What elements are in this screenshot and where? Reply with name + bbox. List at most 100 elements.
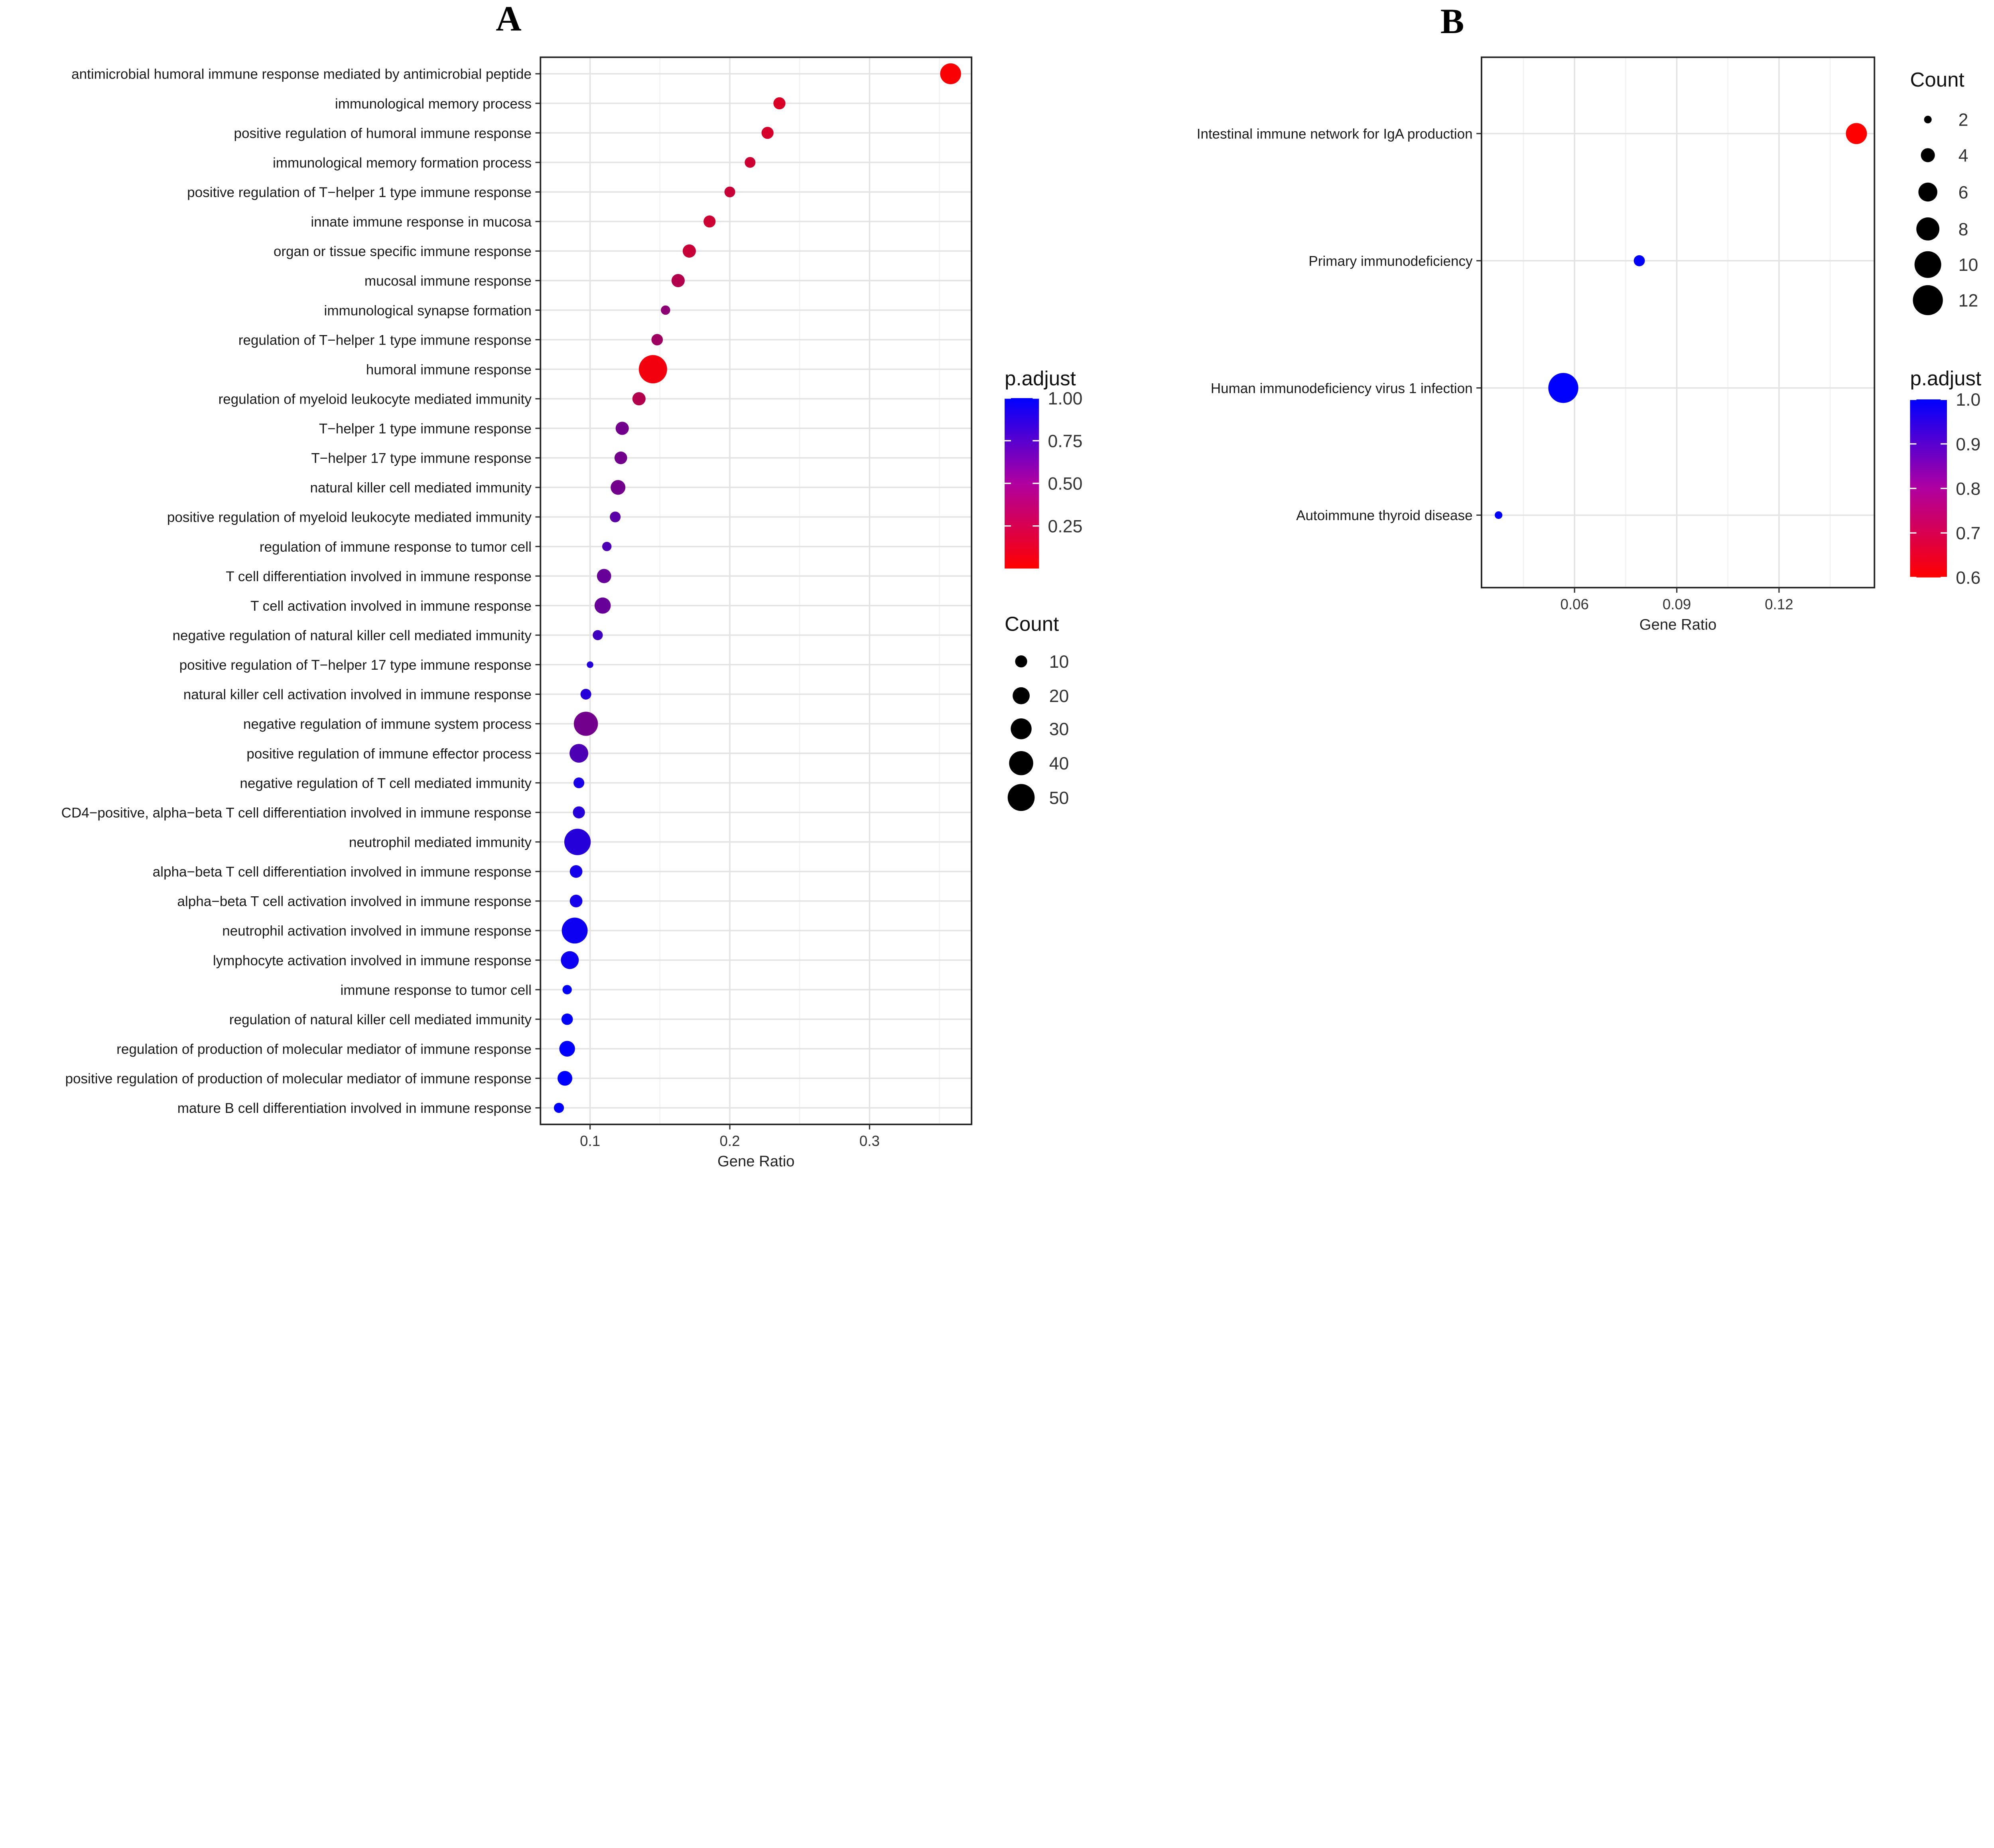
size-legend-key [1916,217,1940,241]
data-point [564,828,591,855]
y-tick-label: Autoimmune thyroid disease [1296,508,1472,523]
y-tick-label: Human immunodeficiency virus 1 infection [1211,381,1473,396]
y-tick-label: Intestinal immune network for IgA produc… [1197,126,1473,142]
size-legend-label: 20 [1049,686,1069,706]
size-legend-label: 8 [1959,220,1968,239]
y-tick-label: positive regulation of production of mol… [65,1071,532,1087]
y-tick-label: regulation of natural killer cell mediat… [229,1012,532,1028]
data-point [610,511,621,523]
x-tick-label: 0.12 [1765,596,1793,612]
size-legend-key [1013,687,1030,704]
y-tick-label: lymphocyte activation involved in immune… [213,953,532,968]
color-legend-title: p.adjust [1910,367,1982,390]
data-point [593,630,603,640]
data-point [632,392,646,406]
colorbar-label: 1.0 [1956,390,1980,410]
size-legend-key [1007,784,1035,811]
data-point [569,744,589,763]
y-tick-label: immunological memory process [335,96,532,112]
size-legend-label: 2 [1959,110,1968,130]
data-point [940,63,961,85]
data-point [561,951,579,969]
size-legend-label: 10 [1959,255,1978,275]
data-point [651,334,663,345]
size-legend-label: 50 [1049,788,1069,808]
x-tick-label: 0.1 [580,1133,600,1149]
y-tick-label: humoral immune response [366,362,532,377]
x-tick-label: 0.3 [859,1133,880,1149]
data-point [671,274,685,288]
size-legend-key [1914,251,1941,278]
y-tick-label: negative regulation of natural killer ce… [172,628,532,643]
size-legend-label: 30 [1049,720,1069,739]
y-tick-label: mucosal immune response [365,273,532,289]
data-point [724,186,735,197]
y-tick-label: alpha−beta T cell activation involved in… [177,894,531,909]
colorbar-label: 0.8 [1956,479,1980,499]
size-legend-label: 40 [1049,754,1069,773]
y-tick-label: regulation of immune response to tumor c… [260,539,532,555]
colorbar-label: 0.75 [1048,432,1083,451]
y-tick-label: positive regulation of T−helper 17 type … [179,657,532,673]
x-tick-label: 0.06 [1561,596,1589,612]
colorbar-label: 1.00 [1048,389,1083,408]
y-tick-label: immunological memory formation process [273,155,532,171]
data-point [773,97,786,110]
y-tick-label: positive regulation of T−helper 1 type i… [187,185,532,200]
data-point [558,1071,573,1086]
y-tick-label: innate immune response in mucosa [311,214,532,230]
data-point [615,422,629,435]
colorbar-label: 0.6 [1956,568,1980,588]
data-point [559,1041,575,1057]
y-tick-label: neutrophil activation involved in immune… [222,923,532,939]
colorbar-label: 0.7 [1956,524,1980,543]
data-point [1633,255,1645,266]
y-tick-label: antimicrobial humoral immune response me… [71,67,532,82]
size-legend-key [1924,116,1932,124]
data-point [562,985,572,994]
x-axis-title: Gene Ratio [717,1153,794,1168]
x-tick-label: 0.2 [720,1133,740,1149]
y-tick-label: mature B cell differentiation involved i… [177,1101,532,1116]
y-tick-label: negative regulation of immune system pro… [243,716,532,732]
y-tick-label: T−helper 1 type immune response [319,421,532,437]
data-point [562,917,588,944]
panel-label: A [496,0,521,39]
size-legend-label: 10 [1049,652,1069,672]
y-tick-label: Primary immunodeficiency [1308,253,1473,269]
y-tick-label: immunological synapse formation [324,303,532,318]
x-axis-title: Gene Ratio [1639,616,1717,633]
size-legend-title: Count [1910,68,1964,91]
data-point [745,157,756,168]
panel-label: B [1440,2,1464,41]
size-legend-label: 12 [1959,291,1978,310]
color-legend-title: p.adjust [1005,367,1076,390]
y-tick-label: T−helper 17 type immune response [311,451,532,466]
data-point [573,777,585,789]
y-tick-label: regulation of T−helper 1 type immune res… [238,332,532,348]
size-legend-key [1011,718,1032,740]
y-tick-label: positive regulation of immune effector p… [246,746,532,761]
data-point [594,597,611,614]
y-tick-label: natural killer cell activation involved … [183,687,532,702]
data-point [561,1013,573,1025]
colorbar-label: 0.9 [1956,435,1980,454]
data-point [1495,511,1503,519]
y-tick-label: regulation of production of molecular me… [116,1041,532,1057]
panel-b: B Intestinal immune network for IgA produ… [1197,2,1981,633]
data-point [761,126,774,139]
y-tick-label: positive regulation of myeloid leukocyte… [167,510,532,525]
data-point [602,542,612,551]
y-tick-label: T cell activation involved in immune res… [250,598,532,614]
y-tick-label: negative regulation of T cell mediated i… [240,775,532,791]
x-tick-label: 0.09 [1663,596,1691,612]
data-point [703,215,716,228]
size-legend-title: Count [1005,613,1059,635]
y-tick-label: alpha−beta T cell differentiation involv… [153,864,532,880]
data-point [580,688,591,700]
y-tick-label: organ or tissue specific immune response [274,244,532,259]
size-legend-key [1918,182,1937,202]
y-tick-label: T cell differentiation involved in immun… [226,569,532,584]
y-tick-label: positive regulation of humoral immune re… [234,126,531,141]
